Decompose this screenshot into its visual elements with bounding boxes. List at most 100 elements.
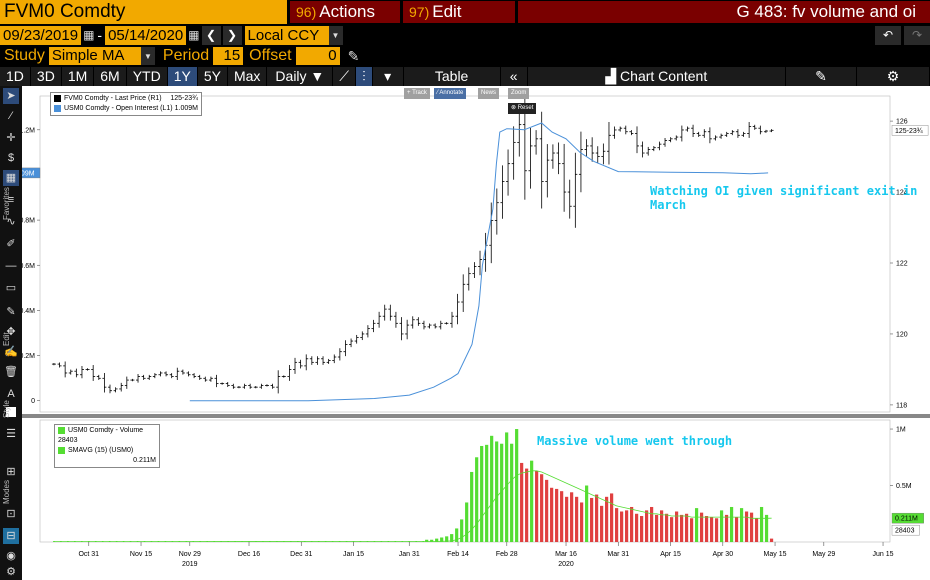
gear-icon[interactable]: ⚙ [857, 66, 929, 86]
period-button-1d[interactable]: 1D [0, 66, 30, 86]
annotate-button[interactable]: ⁄ Annotate [434, 88, 467, 99]
undo-icon[interactable]: ↶ [875, 25, 901, 45]
edit-chart-icon[interactable]: ✎ [786, 66, 856, 86]
chart-content-button[interactable]: ▟ Chart Content [527, 66, 785, 86]
period-button-6m[interactable]: 6M [94, 66, 126, 86]
line-chart-icon[interactable]: ⟋ [333, 66, 356, 86]
y-right-tick-label: 124 [896, 190, 908, 197]
mode-icon[interactable]: ⊡ [6, 508, 16, 520]
cursor-icon[interactable]: ➤ [3, 88, 19, 104]
chart-canvas[interactable]: 0 0.2M 0.4M 0.6M 0.8M 1M 1.2M 118 120 122 124 126 0.… [7, 86, 930, 580]
legend-swatch [54, 94, 61, 102]
actions-button[interactable]: 96) Actions [290, 1, 400, 23]
legend-value: 125-23¾ [170, 95, 198, 102]
volume-bar [610, 493, 614, 542]
volume-bar [535, 470, 539, 542]
period-button-1y[interactable]: 1Y [167, 66, 197, 86]
chevron-down-icon[interactable]: ▾ [372, 66, 403, 86]
study-field[interactable]: Simple MA [48, 47, 141, 65]
chevron-down-icon[interactable]: ▼ [328, 25, 343, 45]
chrome-icon[interactable]: ◉ [6, 550, 16, 562]
fib-icon[interactable]: ≡ [7, 194, 15, 206]
chevron-down-icon[interactable]: ▼ [140, 47, 155, 65]
modes-label: Modes [2, 479, 11, 504]
volume-bar [555, 488, 559, 542]
x-tick-label: Dec 31 [290, 551, 312, 558]
wave-icon[interactable]: ∿ [6, 216, 16, 228]
zoom-button[interactable]: Zoom [508, 88, 530, 99]
period-button-3d[interactable]: 3D [30, 66, 61, 86]
period-button-5y[interactable]: 5Y [197, 66, 227, 86]
end-date-field[interactable]: 05/14/2020 [105, 25, 187, 45]
ticker-field[interactable]: FVM0 Comdty [0, 0, 287, 24]
mode-icon[interactable]: ⊞ [6, 466, 16, 478]
text-icon[interactable]: A [7, 388, 15, 400]
sma-tag: 0.211M [891, 512, 924, 524]
table-button[interactable]: Table [403, 66, 500, 86]
reset-button[interactable]: ⊗ Reset [508, 103, 537, 114]
move-icon[interactable]: ✥ [6, 326, 16, 338]
x-tick-label: Feb 28 [496, 551, 518, 558]
chevron-right-icon[interactable]: ❯ [222, 25, 242, 45]
double-chevron-left-icon[interactable]: « [500, 66, 527, 86]
currency-field[interactable]: Local CCY [244, 25, 329, 45]
x-tick-label: Nov 15 [130, 551, 152, 558]
line-tool-icon[interactable]: ⁄ [10, 110, 12, 122]
edit-icon[interactable]: ✍ [4, 346, 18, 358]
gear-icon[interactable]: ⚙ [6, 566, 16, 578]
y-volume-tick-label: 1M [896, 427, 906, 434]
news-button[interactable]: News [478, 88, 500, 99]
upper-legend[interactable]: FVM0 Comdty - Last Price (R1) 125-23¾ US… [50, 92, 202, 116]
x-tick-label: Jun 15 [873, 551, 894, 558]
study-row: Study Simple MA ▼ Period 15 Offset 0 ✎ [0, 46, 930, 66]
chevron-left-icon[interactable]: ❮ [201, 25, 221, 45]
period-button-max[interactable]: Max [227, 66, 267, 86]
x-tick-label: Apr 15 [660, 551, 681, 558]
x-year-label: 2020 [558, 561, 574, 568]
pen-icon[interactable]: ✎ [6, 306, 16, 318]
annotation-volume[interactable]: Massive volume went through [537, 434, 733, 448]
grid-icon[interactable]: ▦ [3, 170, 19, 186]
study-label: Study [4, 47, 45, 64]
volume-bar [669, 517, 674, 542]
edit-button[interactable]: 97) Edit [403, 1, 515, 23]
bar-chart-icon[interactable]: ⫶ [356, 66, 372, 86]
volume-bar [664, 513, 669, 542]
volume-bar [724, 514, 729, 542]
frequency-select[interactable]: Daily ▼ [267, 66, 333, 86]
period-button-1m[interactable]: 1M [61, 66, 94, 86]
color-box-icon[interactable] [3, 406, 19, 422]
edit-section-label: Edit [2, 332, 11, 346]
volume-bar [689, 518, 694, 542]
pencil-icon[interactable]: ✎ [347, 47, 360, 64]
dollar-icon[interactable]: $ [7, 152, 15, 164]
volume-bar [495, 441, 499, 542]
offset-field[interactable]: 0 [295, 47, 340, 65]
mode-icon[interactable]: ⊟ [3, 528, 19, 544]
volume-bar [674, 511, 679, 542]
period-button-ytd[interactable]: YTD [126, 66, 167, 86]
track-button[interactable]: + Track [404, 88, 430, 99]
start-date-field[interactable]: 09/23/2019 [0, 25, 82, 45]
x-tick-label: Dec 16 [238, 551, 260, 558]
x-tick-label: Jan 15 [343, 551, 364, 558]
volume-bar [729, 506, 734, 542]
y-right-tick-label: 118 [896, 402, 907, 409]
trash-icon[interactable]: 🗑 [4, 366, 18, 378]
legend-label: SMAVG (15) (USM0) [68, 447, 134, 454]
period-field[interactable]: 15 [213, 47, 244, 65]
horizontal-line-icon[interactable]: — [5, 260, 17, 272]
annotation-oi[interactable]: Watching OI given significant exit in Ma… [650, 184, 918, 212]
chart-panel[interactable]: 0 0.2M 0.4M 0.6M 0.8M 1M 1.2M 118 120 122 124 126 0.… [7, 86, 930, 580]
calendar-icon[interactable]: ▦ [83, 28, 95, 42]
lower-legend[interactable]: USM0 Comdty - Volume 28403 SMAVG (15) (U… [54, 424, 160, 468]
actions-label: Actions [319, 2, 375, 21]
calendar-icon[interactable]: ▦ [188, 28, 200, 42]
brush-icon[interactable]: ✐ [6, 238, 16, 250]
eraser-icon[interactable]: ▭ [5, 282, 17, 294]
line-style-icon[interactable]: ☰ [6, 428, 16, 440]
redo-icon[interactable]: ↷ [904, 25, 930, 45]
left-toolbar: ➤ ⁄ ✛ $ ▦ ≡ ∿ ✐ — ▭ ✎ ✥ ✍ 🗑 A ☰ ⊞ ⊡ ⊟ ◉ … [0, 86, 22, 580]
crosshair-icon[interactable]: ✛ [6, 132, 16, 144]
